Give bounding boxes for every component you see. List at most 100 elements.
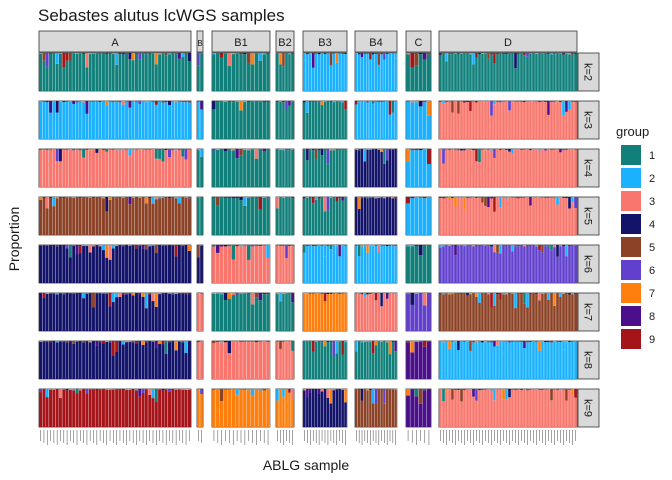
ancestry-bar-minor bbox=[380, 53, 383, 55]
ancestry-bar-3 bbox=[526, 390, 529, 427]
ancestry-bar-4 bbox=[134, 343, 138, 379]
ancestry-bar-minor bbox=[235, 293, 239, 295]
panel-B1-k=6 bbox=[211, 244, 271, 284]
ancestry-bar-1 bbox=[357, 341, 361, 379]
ancestry-bar-minor bbox=[58, 389, 62, 398]
ancestry-bar-minor bbox=[571, 53, 574, 55]
ancestry-bar-minor bbox=[311, 341, 315, 352]
ancestry-bar-2 bbox=[469, 350, 472, 379]
ancestry-bar-1 bbox=[454, 53, 457, 91]
ancestry-bar-4 bbox=[341, 389, 344, 427]
ancestry-bar-minor bbox=[111, 53, 115, 54]
legend-entry-3: 3 bbox=[621, 191, 655, 211]
ancestry-bar-minor bbox=[288, 149, 291, 151]
ancestry-bar-minor bbox=[568, 197, 571, 209]
ancestry-bar-minor bbox=[235, 197, 239, 199]
ancestry-bar-5 bbox=[141, 197, 145, 235]
ancestry-bar-minor bbox=[329, 197, 333, 198]
ancestry-bar-minor bbox=[544, 101, 547, 102]
ancestry-bar-minor bbox=[448, 341, 451, 349]
ancestry-bar-9 bbox=[154, 401, 158, 427]
ancestry-bar-minor bbox=[85, 53, 89, 68]
ancestry-bar-minor bbox=[174, 389, 178, 390]
ancestry-bar-minor bbox=[472, 53, 475, 65]
ancestry-bar-3 bbox=[144, 149, 148, 187]
ancestry-bar-9 bbox=[92, 389, 96, 427]
ancestry-bar-minor bbox=[547, 341, 550, 343]
ancestry-bar-minor bbox=[200, 389, 203, 395]
ancestry-bar-7 bbox=[246, 390, 251, 427]
ancestry-bar-4 bbox=[95, 293, 99, 331]
ancestry-bar-minor bbox=[366, 245, 369, 253]
ancestry-bar-8 bbox=[414, 341, 419, 379]
ancestry-bar-minor bbox=[282, 341, 285, 342]
ancestry-bar-minor bbox=[276, 389, 279, 401]
ancestry-bar-3 bbox=[487, 389, 490, 427]
ancestry-bar-2 bbox=[39, 101, 43, 139]
ancestry-bar-3 bbox=[499, 207, 502, 235]
ancestry-bar-4 bbox=[371, 197, 375, 235]
ancestry-bar-1 bbox=[388, 354, 392, 379]
ancestry-bar-minor bbox=[101, 149, 105, 150]
ancestry-bar-3 bbox=[246, 341, 251, 379]
ancestry-bar-minor bbox=[62, 101, 66, 103]
ancestry-bar-3 bbox=[550, 400, 553, 427]
ancestry-bar-minor bbox=[457, 341, 460, 351]
ancestry-bar-minor bbox=[171, 101, 175, 109]
ancestry-bar-minor bbox=[108, 53, 112, 54]
ancestry-bar-minor bbox=[406, 389, 411, 396]
ancestry-bar-7 bbox=[239, 389, 243, 427]
ancestry-bar-1 bbox=[320, 342, 324, 379]
ancestry-bar-minor bbox=[144, 53, 148, 55]
ancestry-bar-2 bbox=[78, 101, 82, 139]
ancestry-bar-3 bbox=[562, 389, 565, 427]
ancestry-bar-minor bbox=[460, 389, 463, 402]
ancestry-bar-minor bbox=[357, 245, 361, 257]
ancestry-bar-1 bbox=[243, 149, 247, 187]
ancestry-bar-minor bbox=[363, 101, 367, 102]
ancestry-bar-minor bbox=[128, 389, 132, 390]
ancestry-bar-minor bbox=[168, 389, 172, 392]
ancestry-bar-minor bbox=[154, 101, 158, 105]
ancestry-bar-4 bbox=[75, 293, 79, 331]
ancestry-bar-3 bbox=[177, 149, 181, 187]
ancestry-bar-1 bbox=[309, 341, 312, 379]
ancestry-bar-minor bbox=[184, 389, 188, 390]
ancestry-bar-2 bbox=[493, 346, 496, 379]
ancestry-bar-5 bbox=[125, 197, 129, 235]
strip-box bbox=[577, 100, 600, 140]
ancestry-bar-4 bbox=[154, 306, 158, 331]
ancestry-bar-minor bbox=[394, 197, 397, 199]
ancestry-bar-4 bbox=[383, 163, 386, 187]
ancestry-bar-3 bbox=[475, 161, 478, 187]
ancestry-bar-4 bbox=[62, 341, 66, 379]
ancestry-bar-minor bbox=[371, 101, 375, 104]
ancestry-bar-3 bbox=[239, 246, 243, 283]
ancestry-bar-minor bbox=[460, 245, 463, 246]
ancestry-bar-minor bbox=[62, 149, 66, 150]
ancestry-bar-minor bbox=[332, 341, 336, 356]
ancestry-bar-1 bbox=[216, 149, 220, 187]
ancestry-bar-minor bbox=[148, 149, 152, 150]
ancestry-bar-5 bbox=[439, 293, 442, 331]
ancestry-bar-minor bbox=[442, 389, 445, 401]
panel-B-k=8 bbox=[196, 340, 204, 380]
ancestry-bar-2 bbox=[144, 102, 148, 139]
ancestry-bar-minor bbox=[65, 101, 69, 102]
ancestry-bar-5 bbox=[493, 305, 496, 331]
ancestry-bar-minor bbox=[514, 245, 517, 247]
ancestry-bar-1 bbox=[383, 341, 386, 379]
ancestry-bar-2 bbox=[562, 349, 565, 379]
ancestry-bar-3 bbox=[505, 149, 508, 187]
ancestry-bar-3 bbox=[469, 197, 472, 235]
ancestry-bar-3 bbox=[541, 197, 544, 235]
ancestry-bar-3 bbox=[266, 258, 270, 283]
ancestry-bar-4 bbox=[88, 252, 92, 283]
ancestry-bar-1 bbox=[329, 341, 333, 379]
ancestry-bar-4 bbox=[95, 345, 99, 379]
ancestry-bar-1 bbox=[332, 355, 336, 379]
ancestry-bar-4 bbox=[62, 294, 66, 331]
ancestry-bar-minor bbox=[250, 293, 255, 305]
ancestry-bar-9 bbox=[121, 389, 125, 427]
ancestry-bar-1 bbox=[239, 293, 243, 331]
